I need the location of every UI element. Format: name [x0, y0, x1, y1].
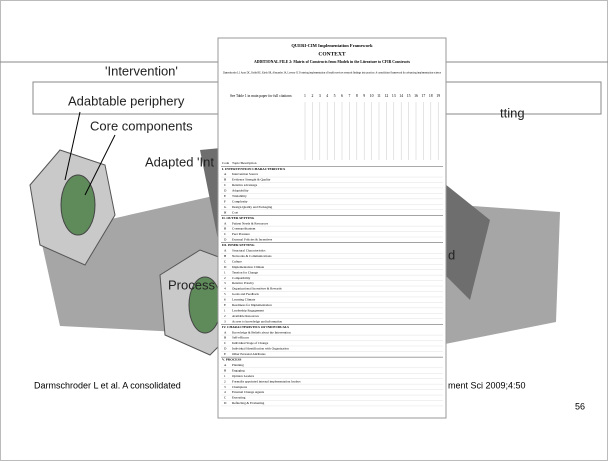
row-label: Champions: [232, 385, 248, 389]
label: Process: [168, 277, 215, 292]
row-code: F: [224, 199, 226, 203]
row-code: E: [224, 352, 226, 356]
row-label: Goals and Feedback: [232, 292, 259, 296]
section-heading: III. INNER SETTING: [222, 243, 255, 247]
row-label: Self-efficacy: [232, 336, 249, 340]
row-label: Cost: [232, 210, 238, 214]
row-label: Structural Characteristics: [232, 249, 266, 253]
doc-header: QUERI-CIM Implementation Framework: [291, 43, 373, 48]
column-number: 3: [319, 94, 321, 98]
row-label: Networks & Communications: [232, 254, 272, 258]
doc-subtitle: ADDITIONAL FILE 2: Matrix of Constructs …: [254, 60, 411, 64]
row-label: Complexity: [232, 199, 248, 203]
topic-header: Topic/Description: [232, 161, 257, 165]
citation: ment Sci 2009;4:50: [448, 380, 526, 390]
row-label: Access to knowledge and information: [232, 319, 282, 323]
label: Core components: [90, 118, 193, 133]
row-code: E: [224, 194, 226, 198]
row-label: Reflecting & Evaluating: [232, 401, 265, 405]
column-number: 17: [422, 94, 426, 98]
row-label: Opinion Leaders: [232, 374, 255, 378]
row-label: Engaging: [232, 368, 245, 372]
row-label: Adaptability: [232, 189, 249, 193]
row-label: Culture: [232, 259, 242, 263]
row-label: Readiness for Implementation: [232, 303, 272, 307]
row-label: Intervention Source: [232, 172, 259, 176]
column-number: 12: [385, 94, 389, 98]
column-number: 11: [377, 94, 381, 98]
page-number: 56: [575, 401, 585, 411]
column-number: 8: [356, 94, 358, 98]
label: Adapted 'Int: [145, 154, 214, 169]
row-label: Learning Climate: [232, 298, 256, 302]
row-label: External Change Agents: [232, 390, 265, 394]
row-label: External Policies & Incentives: [232, 238, 273, 242]
row-label: Tension for Change: [232, 270, 258, 274]
row-label: Design Quality and Packaging: [232, 205, 273, 209]
column-number: 6: [341, 94, 343, 98]
column-number: 1: [304, 94, 306, 98]
row-label: Implementation Climate: [232, 265, 265, 269]
row-label: Peer Pressure: [232, 232, 250, 236]
row-label: Other Personal Attributes: [232, 352, 266, 356]
column-number: 5: [334, 94, 336, 98]
row-label: Individual Identification with Organizat…: [232, 347, 289, 351]
citation: Darmschroder L et al. A consolidated: [34, 380, 181, 390]
row-label: Knowledge & Beliefs about the Interventi…: [232, 330, 291, 334]
row-label: Leadership Engagement: [232, 308, 264, 312]
section-heading: V. PROCESS: [222, 358, 241, 362]
column-number: 9: [363, 94, 365, 98]
row-label: Relative advantage: [232, 183, 258, 187]
row-label: Cosmopolitanism: [232, 227, 256, 231]
label: tting: [500, 105, 525, 120]
row-label: Patient Needs & Resources: [232, 221, 269, 225]
row-label: Relative Priority: [232, 281, 254, 285]
doc-title: CONTEXT: [318, 51, 346, 57]
column-number: 19: [436, 94, 440, 98]
section-heading: I. INTERVENTION CHARACTERISTICS: [222, 167, 285, 171]
doc-see-table: See Table 1 in main paper for full citat…: [230, 94, 292, 98]
column-number: 18: [429, 94, 433, 98]
row-label: Formally appointed internal implementati…: [232, 379, 301, 383]
slide: 'Intervention' Adabtable periphery Core …: [0, 0, 608, 461]
section-heading: II. OUTER SETTING: [222, 216, 255, 220]
column-number: 10: [370, 94, 374, 98]
core-component: [61, 175, 95, 235]
label: d: [448, 247, 455, 262]
row-label: Executing: [232, 396, 246, 400]
document: QUERI-CIM Implementation Framework CONTEX…: [218, 38, 446, 418]
code-header: Code: [222, 161, 230, 165]
row-label: Organizational Incentives & Rewards: [232, 287, 282, 291]
section-heading: IV. CHARACTERISTICS OF INDIVIDUALS: [222, 325, 289, 329]
column-number: 14: [399, 94, 403, 98]
column-number: 7: [348, 94, 350, 98]
column-number: 2: [311, 94, 313, 98]
row-label: Planning: [232, 363, 244, 367]
row-label: Individual Stage of Change: [232, 341, 269, 345]
row-label: Evidence Strength & Quality: [232, 178, 271, 182]
row-label: Trialability: [232, 194, 247, 198]
row-label: Compatibility: [232, 276, 251, 280]
column-number: 15: [407, 94, 411, 98]
column-number: 13: [392, 94, 396, 98]
row-label: Available Resources: [232, 314, 260, 318]
label: Adabtable periphery: [68, 93, 185, 108]
column-number: 4: [326, 94, 328, 98]
column-number: 16: [414, 94, 418, 98]
label: 'Intervention': [105, 63, 178, 78]
row-code: E: [224, 303, 226, 307]
